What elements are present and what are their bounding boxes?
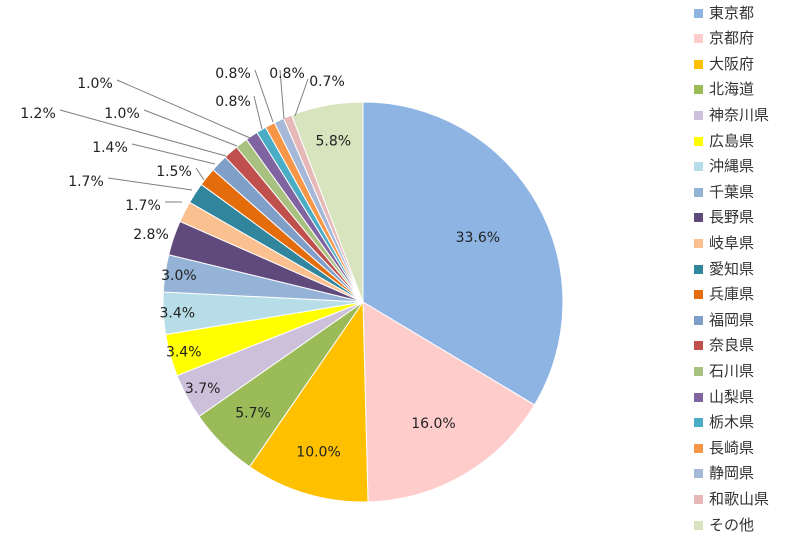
legend-swatch [694, 264, 703, 274]
leader-line-16 [116, 79, 251, 139]
legend-item: 石川県 [694, 360, 754, 382]
legend-item: 長崎県 [694, 437, 754, 459]
legend-item: 愛知県 [694, 258, 754, 280]
legend-label: 福岡県 [709, 310, 755, 329]
legend-swatch [694, 520, 703, 530]
legend-label: 愛知県 [709, 259, 755, 278]
legend-item: 広島県 [694, 130, 754, 152]
legend-item: 沖縄県 [694, 156, 754, 178]
legend-swatch [694, 418, 703, 428]
legend-swatch [694, 85, 703, 95]
legend-label: 長崎県 [709, 438, 755, 457]
data-label-7: 3.4% [160, 306, 196, 322]
leader-line-14 [59, 109, 227, 157]
legend-swatch [694, 162, 703, 172]
data-label-14: 1.2% [20, 106, 56, 122]
legend-label: 兵庫県 [709, 285, 755, 304]
legend-item: 福岡県 [694, 309, 754, 331]
legend-item: 山梨県 [694, 386, 754, 408]
legend-label: 北海道 [709, 80, 755, 99]
legend-label: 和歌山県 [709, 489, 770, 508]
legend-item: 大阪府 [694, 53, 754, 75]
leader-line-15 [143, 109, 238, 147]
data-label-18: 0.8% [215, 66, 251, 82]
pie-slice-2 [362, 301, 536, 503]
legend-swatch [694, 366, 703, 376]
data-label-8: 3.0% [161, 268, 197, 284]
legend-label: その他 [709, 515, 755, 534]
legend-item: 京都府 [694, 28, 754, 50]
legend-item: その他 [694, 514, 754, 536]
data-label-1: 33.6% [456, 230, 500, 246]
legend-item: 北海道 [694, 79, 754, 101]
legend-label: 山梨県 [709, 387, 755, 406]
legend-swatch [694, 59, 703, 69]
legend-item: 栃木県 [694, 412, 754, 434]
legend-swatch [694, 34, 703, 44]
legend-label: 広島県 [709, 131, 755, 150]
legend-label: 沖縄県 [709, 157, 755, 176]
legend-swatch [694, 110, 703, 120]
legend-item: 千葉県 [694, 181, 754, 203]
legend-item: 神奈川県 [694, 104, 769, 126]
pie-slice-3 [248, 300, 369, 503]
data-label-12: 1.5% [156, 164, 192, 180]
leader-line-19 [279, 69, 285, 120]
legend-item: 和歌山県 [694, 488, 769, 510]
legend-label: 奈良県 [709, 336, 755, 355]
legend-label: 大阪府 [709, 54, 755, 73]
data-label-3: 10.0% [296, 445, 340, 461]
legend-swatch [694, 341, 703, 351]
legend-label: 静岡県 [709, 464, 755, 483]
legend-item: 東京都 [694, 2, 754, 24]
data-label-9: 2.8% [133, 227, 169, 243]
pie-slice-21 [291, 101, 364, 303]
legend-item: 奈良県 [694, 335, 754, 357]
legend-swatch [694, 187, 703, 197]
legend-item: 長野県 [694, 207, 754, 229]
leader-line-12 [195, 167, 205, 181]
legend-item: 岐阜県 [694, 232, 754, 254]
legend-swatch [694, 238, 703, 248]
data-label-10: 1.7% [125, 198, 161, 214]
legend-label: 長野県 [709, 208, 755, 227]
legend-swatch [694, 443, 703, 453]
legend-label: 栃木県 [709, 413, 755, 432]
legend-swatch [694, 136, 703, 146]
legend-label: 千葉県 [709, 182, 755, 201]
legend-swatch [694, 494, 703, 504]
leader-line-11 [107, 177, 193, 191]
data-label-20: 0.7% [309, 74, 345, 90]
leader-line-13 [131, 143, 216, 165]
legend-label: 東京都 [709, 3, 755, 22]
data-label-6: 3.4% [166, 345, 202, 361]
data-label-5: 3.7% [185, 381, 221, 397]
legend-label: 岐阜県 [709, 233, 755, 252]
data-label-19: 0.8% [269, 66, 305, 82]
leader-line-20 [294, 78, 309, 117]
data-label-17: 0.8% [215, 94, 251, 110]
legend-item: 兵庫県 [694, 284, 754, 306]
data-label-4: 5.7% [235, 406, 271, 422]
legend-item: 静岡県 [694, 463, 754, 485]
leader-line-18 [254, 69, 274, 123]
pie-slice-1 [362, 101, 564, 406]
data-label-11: 1.7% [68, 174, 104, 190]
leader-line-17 [253, 95, 263, 130]
legend-label: 神奈川県 [709, 105, 770, 124]
legend-swatch [694, 290, 703, 300]
legend-swatch [694, 315, 703, 325]
data-label-21: 5.8% [315, 134, 351, 150]
data-label-15: 1.0% [104, 106, 140, 122]
legend-swatch [694, 8, 703, 18]
data-label-16: 1.0% [77, 76, 113, 92]
data-label-2: 16.0% [411, 416, 455, 432]
legend-swatch [694, 392, 703, 402]
data-label-13: 1.4% [92, 140, 128, 156]
legend-label: 石川県 [709, 361, 755, 380]
legend-label: 京都府 [709, 29, 755, 48]
legend-swatch [694, 469, 703, 479]
legend-swatch [694, 213, 703, 223]
